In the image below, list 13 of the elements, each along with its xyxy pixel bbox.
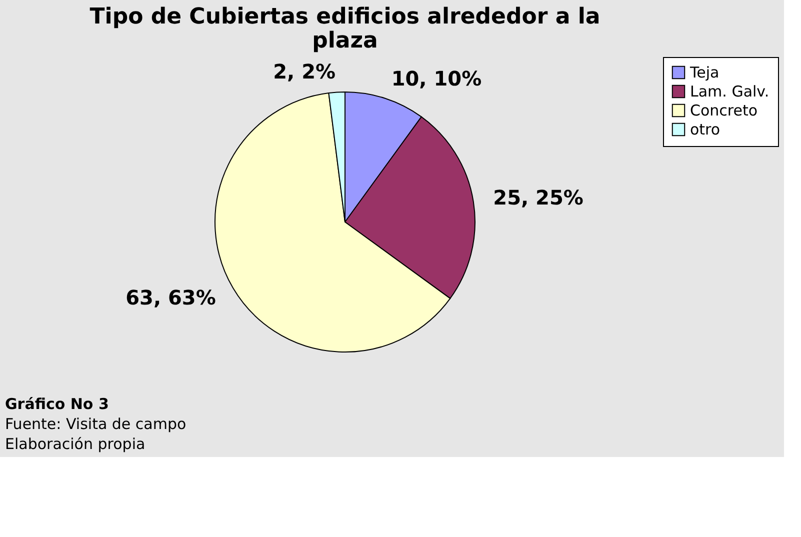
text: Tipo de Cubiertas edificios alrededor a la <box>90 4 600 30</box>
data-label: 10, 10% <box>391 66 482 90</box>
legend-label: Teja <box>689 64 720 82</box>
legend-label: otro <box>690 120 720 138</box>
legend-label: Lam. Galv. <box>690 82 770 100</box>
text: Elaboración propia <box>5 435 146 453</box>
data-label: 63, 63% <box>126 285 216 310</box>
text: Gráfico No 3 <box>5 395 109 413</box>
data-label: 25, 25% <box>493 186 584 210</box>
data-label: 2, 2% <box>273 59 336 84</box>
legend-label: Concreto <box>690 102 758 120</box>
source-note: Fuente: Visita de campo <box>5 415 186 433</box>
text: plaza <box>312 28 378 54</box>
